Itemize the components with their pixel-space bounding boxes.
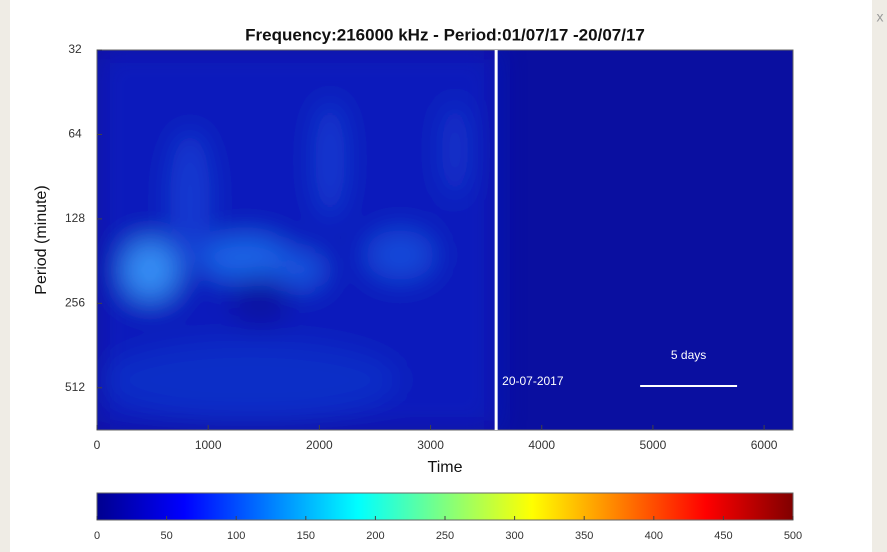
marker-label: 20-07-2017	[502, 374, 564, 388]
colorbar-tick-label: 450	[714, 530, 732, 542]
colorbar-tick-label: 100	[227, 530, 245, 542]
y-tick-label: 64	[68, 127, 82, 141]
x-tick-label: 0	[94, 438, 101, 452]
colorbar-tick-label: 150	[297, 530, 315, 542]
chart-title: Frequency:216000 kHz - Period:01/07/17 -…	[245, 25, 645, 44]
colorbar-tick-label: 50	[160, 530, 172, 542]
chart: Frequency:216000 kHz - Period:01/07/17 -…	[0, 0, 887, 552]
y-tick-label: 32	[68, 42, 82, 56]
colorbar-tick-label: 250	[436, 530, 454, 542]
colorbar-tick-label: 300	[505, 530, 523, 542]
y-tick-label: 512	[65, 380, 85, 394]
x-tick-label: 2000	[306, 438, 333, 452]
x-tick-label: 6000	[751, 438, 778, 452]
y-axis-label: Period (minute)	[33, 185, 50, 294]
colorbar-tick-label: 350	[575, 530, 593, 542]
close-button[interactable]: x	[877, 9, 884, 25]
y-tick-label: 256	[65, 296, 85, 310]
colorbar-tick-label: 400	[645, 530, 663, 542]
colorbar-tick-label: 500	[784, 530, 802, 542]
colorbar-tick-label: 0	[94, 530, 100, 542]
x-tick-label: 1000	[195, 438, 222, 452]
heatmap	[97, 50, 793, 430]
page: Frequency:216000 kHz - Period:01/07/17 -…	[0, 0, 887, 552]
x-tick-label: 5000	[640, 438, 667, 452]
x-tick-label: 4000	[528, 438, 555, 452]
colorbar	[97, 493, 793, 520]
colorbar-tick-label: 200	[366, 530, 384, 542]
y-tick-label: 128	[65, 211, 85, 225]
x-tick-label: 3000	[417, 438, 444, 452]
scale-bar-label: 5 days	[671, 348, 706, 362]
x-axis-label: Time	[428, 459, 463, 476]
